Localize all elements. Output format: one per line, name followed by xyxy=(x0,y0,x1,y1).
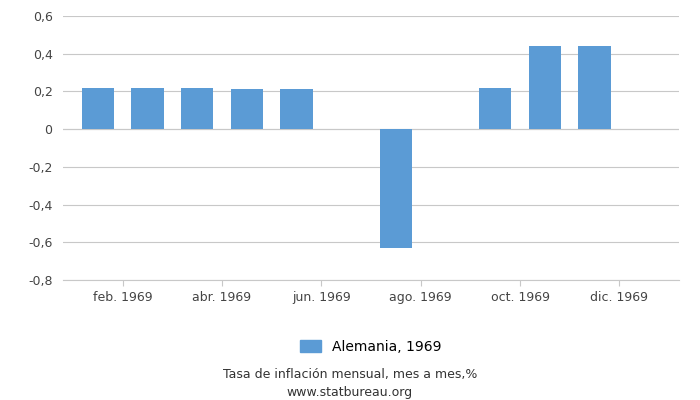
Text: Tasa de inflación mensual, mes a mes,%: Tasa de inflación mensual, mes a mes,% xyxy=(223,368,477,381)
Bar xyxy=(231,88,263,129)
Bar xyxy=(379,129,412,248)
Bar xyxy=(578,46,610,129)
Text: www.statbureau.org: www.statbureau.org xyxy=(287,386,413,399)
Bar xyxy=(528,46,561,129)
Bar xyxy=(181,88,214,129)
Bar xyxy=(479,88,511,129)
Bar xyxy=(132,88,164,129)
Legend: Alemania, 1969: Alemania, 1969 xyxy=(295,334,447,360)
Bar xyxy=(82,88,114,129)
Bar xyxy=(280,88,313,129)
